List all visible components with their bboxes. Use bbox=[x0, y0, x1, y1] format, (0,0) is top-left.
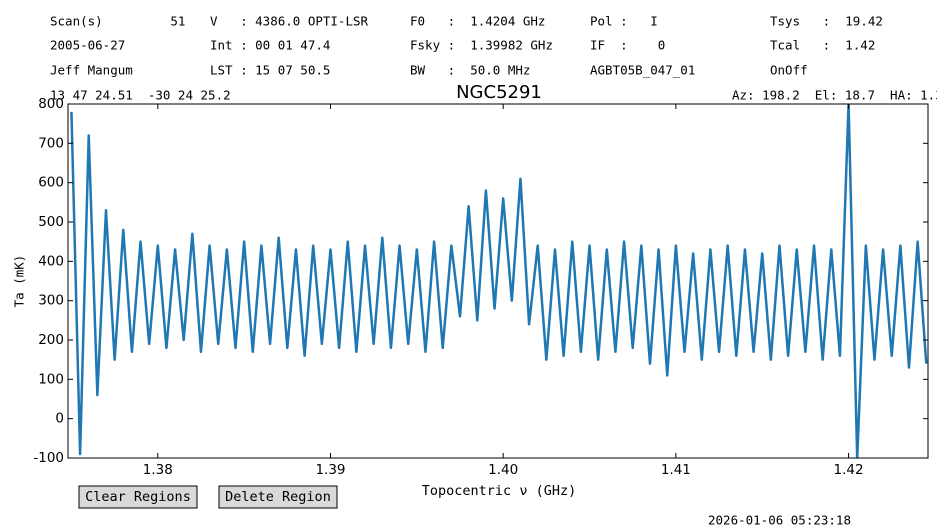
button-label[interactable]: Clear Regions bbox=[85, 489, 191, 505]
clear-regions-button[interactable]: Clear Regions bbox=[78, 485, 198, 509]
y-tick-label: 200 bbox=[38, 332, 64, 348]
y-tick-label: 300 bbox=[38, 293, 64, 309]
header-field: LST : 15 07 50.5 bbox=[210, 63, 330, 78]
pointing: Az: 198.2 El: 18.7 HA: 1.3 bbox=[732, 88, 937, 103]
header-field: Jeff Mangum bbox=[50, 63, 133, 78]
header-field: Tsys : 19.42 bbox=[770, 14, 883, 29]
header-field: Tcal : 1.42 bbox=[770, 38, 875, 53]
y-axis-label: Ta (mK) bbox=[12, 255, 27, 308]
timestamp: 2026-01-06 05:23:18 bbox=[708, 513, 851, 528]
header-field: 2005-06-27 bbox=[50, 38, 125, 53]
button-box[interactable] bbox=[78, 485, 198, 509]
button-label[interactable]: Delete Region bbox=[225, 489, 331, 505]
header-field: V : 4386.0 OPTI-LSR bbox=[210, 14, 369, 29]
y-tick-label: 100 bbox=[38, 371, 64, 387]
header-field: Pol : I bbox=[590, 14, 658, 29]
header-field: BW : 50.0 MHz bbox=[410, 63, 530, 78]
header-field: Scan(s) 51 bbox=[50, 14, 185, 29]
y-tick-label: 500 bbox=[38, 214, 64, 230]
header-field: IF : 0 bbox=[590, 38, 665, 53]
header-field: OnOff bbox=[770, 63, 808, 78]
y-tick-label: 0 bbox=[55, 411, 64, 427]
y-tick-label: 600 bbox=[38, 175, 64, 191]
y-tick-label: -100 bbox=[33, 450, 64, 466]
x-tick-label: 1.39 bbox=[315, 462, 345, 478]
header-field: F0 : 1.4204 GHz bbox=[410, 14, 545, 29]
x-tick-label: 1.40 bbox=[488, 462, 518, 478]
x-tick-label: 1.41 bbox=[661, 462, 691, 478]
y-tick-label: 400 bbox=[38, 253, 64, 269]
chart-title: NGC5291 bbox=[456, 82, 542, 103]
y-tick-label: 800 bbox=[38, 96, 64, 112]
header-field: Int : 00 01 47.4 bbox=[210, 38, 330, 53]
x-axis-label: Topocentric ν (GHz) bbox=[422, 483, 576, 499]
plot-frame bbox=[67, 103, 929, 459]
spectrum-line bbox=[70, 104, 928, 458]
x-tick-label: 1.38 bbox=[143, 462, 173, 478]
button-box[interactable] bbox=[218, 485, 338, 509]
header-field: Fsky : 1.39982 GHz bbox=[410, 38, 553, 53]
y-tick-label: 700 bbox=[38, 135, 64, 151]
delete-region-button[interactable]: Delete Region bbox=[218, 485, 338, 509]
coordinates: 13 47 24.51 -30 24 25.2 bbox=[50, 88, 231, 103]
header-field: AGBT05B_047_01 bbox=[590, 63, 695, 78]
x-tick-label: 1.42 bbox=[834, 462, 864, 478]
